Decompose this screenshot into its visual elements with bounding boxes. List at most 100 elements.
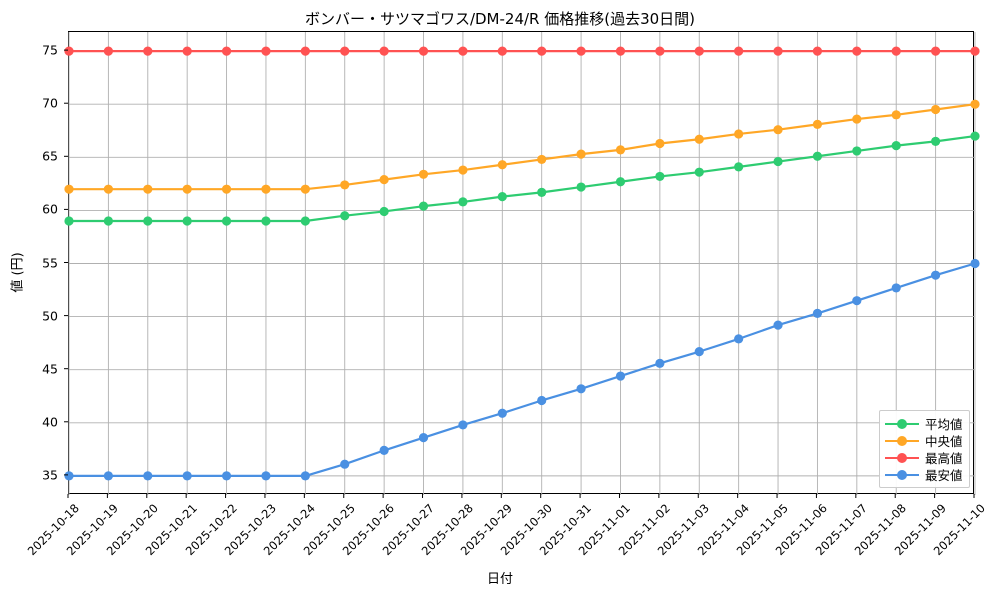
- data-point-marker: [418, 201, 429, 211]
- data-point-marker: [143, 216, 153, 226]
- data-point-marker: [773, 320, 783, 330]
- data-point-marker: [931, 136, 941, 146]
- data-point-marker: [103, 471, 113, 481]
- data-point-marker: [340, 180, 350, 190]
- data-point-marker: [64, 471, 74, 481]
- legend-item-最安値[interactable]: 最安値: [885, 466, 963, 483]
- data-point-marker: [261, 184, 271, 194]
- data-point-marker: [970, 99, 980, 109]
- data-point-marker: [340, 211, 350, 221]
- data-point-marker: [379, 445, 389, 455]
- data-point-marker: [537, 154, 547, 165]
- data-point-marker: [694, 46, 704, 56]
- data-point-marker: [931, 46, 941, 56]
- data-point-marker: [340, 459, 350, 469]
- data-point-marker: [537, 46, 547, 56]
- legend-swatch-icon: [885, 468, 919, 482]
- data-point-marker: [576, 149, 586, 159]
- data-point-marker: [931, 270, 941, 280]
- data-point-marker: [537, 187, 547, 197]
- data-point-marker: [379, 206, 389, 217]
- data-point-marker: [694, 167, 704, 177]
- series-line-平均値: [67, 134, 977, 223]
- data-point-marker: [300, 184, 310, 194]
- data-point-marker: [221, 471, 232, 481]
- data-point-marker: [615, 177, 626, 187]
- chart-title: ボンバー・サツマゴワス/DM-24/R 価格推移(過去30日間): [304, 10, 696, 28]
- data-point-marker: [576, 384, 586, 394]
- data-point-marker: [970, 131, 980, 141]
- data-point-marker: [418, 433, 429, 443]
- data-point-marker: [970, 46, 980, 56]
- data-point-marker: [852, 146, 862, 156]
- data-point-marker: [182, 46, 192, 56]
- data-point-marker: [300, 216, 310, 226]
- data-point-marker: [812, 151, 823, 161]
- data-point-marker: [773, 156, 783, 167]
- y-tick-label: 35: [42, 467, 58, 483]
- data-point-marker: [734, 129, 744, 139]
- data-point-marker: [497, 46, 507, 56]
- data-point-marker: [103, 184, 113, 194]
- data-point-marker: [615, 46, 626, 56]
- data-point-marker: [418, 169, 429, 179]
- x-axis-label: 日付: [486, 572, 513, 587]
- data-point-marker: [221, 184, 232, 194]
- y-tick-label: 40: [42, 414, 58, 430]
- data-point-marker: [182, 184, 192, 194]
- data-point-marker: [497, 191, 507, 202]
- data-point-marker: [931, 104, 941, 115]
- y-tick-label: 70: [42, 95, 58, 111]
- data-point-marker: [418, 46, 429, 56]
- data-point-marker: [221, 46, 232, 56]
- data-point-marker: [261, 46, 271, 56]
- data-point-marker: [576, 182, 586, 192]
- legend-label: 最安値: [925, 468, 963, 483]
- legend-item-平均値[interactable]: 平均値: [885, 415, 963, 432]
- legend-swatch-icon: [885, 417, 919, 431]
- data-point-marker: [852, 114, 862, 124]
- data-point-marker: [64, 184, 74, 194]
- data-point-marker: [694, 347, 704, 357]
- data-point-marker: [458, 165, 468, 175]
- legend-label: 平均値: [925, 417, 963, 432]
- data-point-marker: [615, 145, 626, 155]
- data-series-layer: [64, 46, 980, 481]
- data-point-marker: [655, 358, 665, 368]
- data-point-marker: [734, 46, 744, 56]
- data-point-marker: [143, 46, 153, 56]
- chart-legend: 平均値中央値 最高値最安値: [879, 410, 970, 488]
- y-tick-label: 55: [42, 255, 58, 270]
- y-tick-label: 75: [42, 42, 58, 58]
- data-point-marker: [379, 46, 389, 56]
- data-point-marker: [537, 395, 547, 406]
- data-point-marker: [655, 171, 665, 182]
- legend-swatch-icon: [885, 434, 919, 448]
- y-tick-label: 50: [42, 308, 58, 324]
- series-line-最安値: [67, 262, 977, 477]
- data-point-marker: [458, 197, 468, 207]
- legend-item-最高値[interactable]: 最高値: [885, 449, 963, 466]
- data-point-marker: [891, 46, 901, 56]
- legend-item-中央値[interactable]: 中央値: [885, 432, 963, 449]
- legend-swatch-icon: [885, 451, 919, 465]
- data-point-marker: [812, 308, 823, 319]
- data-point-marker: [891, 141, 901, 151]
- y-tick-label: 60: [42, 201, 58, 217]
- data-point-marker: [655, 138, 665, 149]
- data-point-marker: [694, 134, 704, 144]
- data-point-marker: [143, 184, 153, 194]
- data-point-marker: [773, 46, 783, 56]
- data-point-marker: [182, 471, 192, 481]
- data-point-marker: [970, 258, 980, 269]
- data-point-marker: [852, 46, 862, 56]
- data-point-marker: [261, 216, 271, 226]
- legend-label: 中央値: [925, 434, 963, 449]
- data-point-marker: [812, 119, 823, 129]
- data-point-marker: [576, 46, 586, 56]
- data-point-marker: [812, 46, 823, 56]
- data-point-marker: [497, 408, 507, 418]
- data-point-marker: [261, 471, 271, 481]
- y-axis-tick-labels: 35 40 45 50 55 60 65 70 75: [0, 0, 58, 600]
